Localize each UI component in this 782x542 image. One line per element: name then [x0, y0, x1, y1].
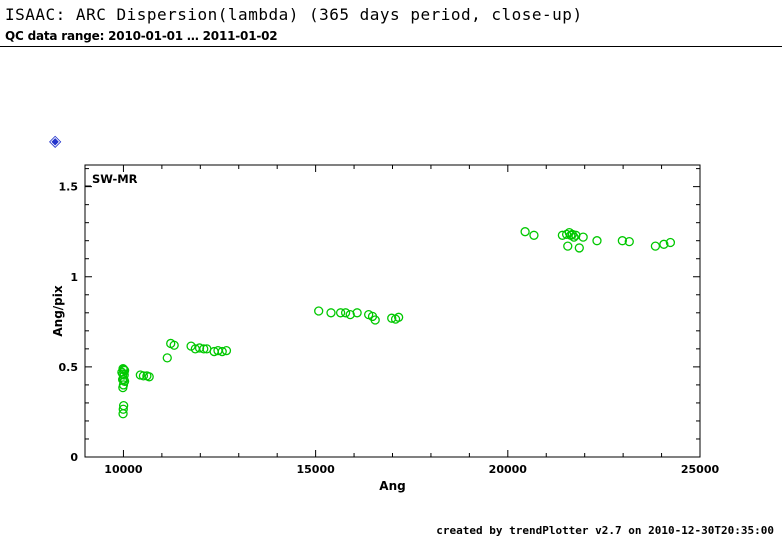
series-label: SW-MR	[92, 172, 138, 186]
y-tick-label: 0	[70, 451, 78, 464]
data-point	[529, 230, 539, 240]
y-tick-label: 1	[70, 271, 78, 284]
data-point	[118, 409, 128, 419]
close-up-diamond-icon[interactable]: ◈	[49, 131, 62, 150]
y-tick-label: 1.5	[59, 181, 79, 194]
y-tick-label: 0.5	[59, 361, 79, 374]
x-tick-label: 25000	[681, 463, 720, 476]
data-point	[393, 312, 404, 322]
data-point	[119, 364, 129, 375]
data-point	[520, 227, 530, 237]
data-point	[314, 306, 324, 316]
data-point	[617, 236, 628, 246]
data-point	[169, 340, 179, 350]
data-point	[144, 372, 154, 382]
plot-frame	[84, 164, 701, 458]
qc-data-range: QC data range: 2010-01-01 … 2011-01-02	[5, 29, 278, 43]
data-point	[352, 308, 362, 318]
data-point	[326, 308, 336, 318]
data-point	[370, 315, 380, 325]
data-point	[563, 241, 573, 251]
creation-credit: created by trendPlotter v2.7 on 2010-12-…	[436, 524, 774, 537]
y-axis-label: Ang/pix	[51, 285, 65, 337]
x-axis-label: Ang	[379, 479, 405, 493]
data-point	[118, 382, 128, 393]
data-point	[199, 344, 209, 354]
x-tick-label: 10000	[104, 463, 143, 476]
x-tick-label: 20000	[489, 463, 528, 476]
data-point	[387, 313, 397, 323]
header-divider	[0, 46, 782, 47]
data-point	[118, 404, 128, 414]
x-tick-label: 15000	[296, 463, 335, 476]
data-point	[659, 239, 669, 249]
data-point	[592, 236, 602, 246]
data-point	[221, 346, 232, 356]
data-point	[569, 232, 579, 242]
data-point	[578, 232, 588, 242]
data-point	[574, 243, 584, 253]
data-point	[665, 237, 676, 248]
data-point	[162, 353, 172, 363]
data-point	[119, 370, 129, 380]
data-point	[345, 309, 355, 320]
data-point	[650, 241, 661, 251]
data-point	[138, 371, 149, 381]
data-point	[217, 346, 227, 357]
data-point	[118, 364, 128, 374]
page-title: ISAAC: ARC Dispersion(lambda) (365 days …	[5, 5, 583, 24]
data-point	[335, 308, 346, 318]
data-point	[340, 308, 351, 318]
data-point	[624, 236, 634, 247]
